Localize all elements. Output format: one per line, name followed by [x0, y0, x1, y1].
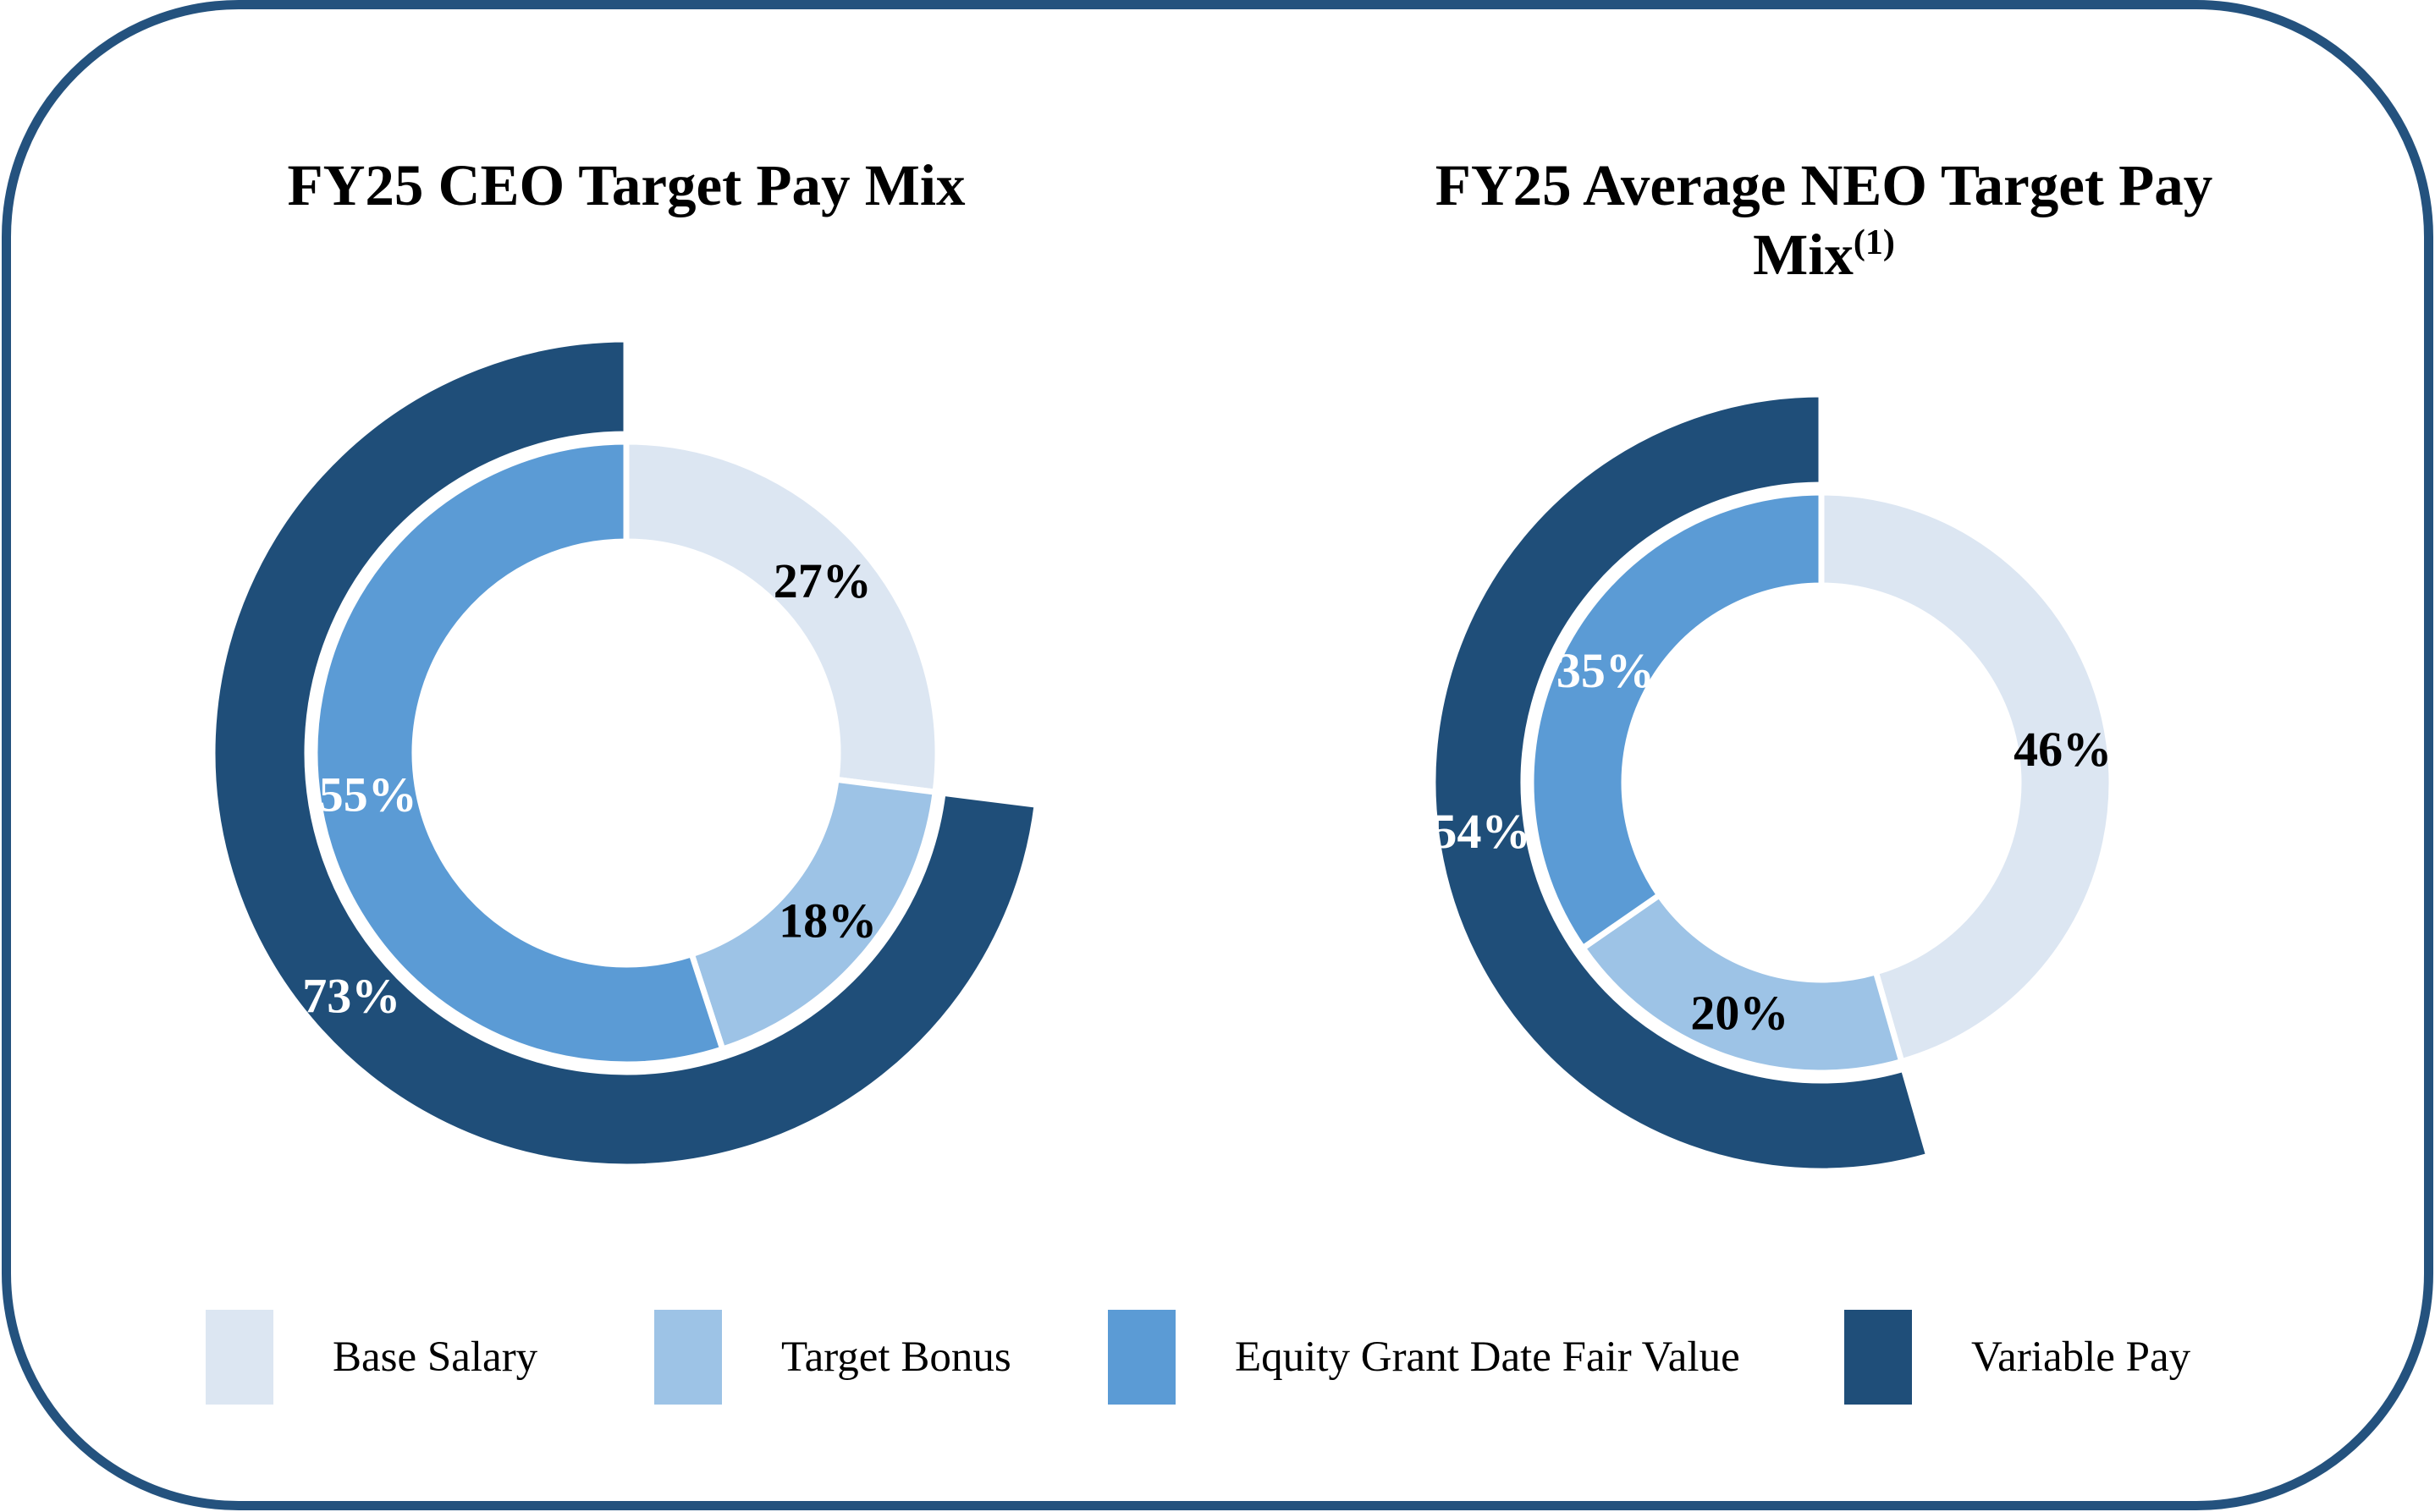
title-line-1: FY25 CEO Target Pay Mix — [287, 153, 966, 217]
legend-swatch-equity — [1108, 1310, 1176, 1405]
legend-swatch-target-bonus — [654, 1310, 722, 1405]
chart-title-ceo: FY25 CEO Target Pay Mix — [118, 151, 1134, 220]
donut-1-label-target-bonus: 20% — [1690, 986, 1788, 1041]
donut-0-label-target-bonus: 18% — [779, 893, 877, 948]
title-line-1: FY25 Average NEO Target Pay — [1435, 153, 2213, 217]
donut-0-label-equity-grant-date-fair-value: 55% — [319, 767, 417, 822]
chart-legend: Base Salary Target Bonus Equity Grant Da… — [0, 1310, 2435, 1411]
donut-0-label-base-salary: 27% — [774, 553, 872, 608]
donut-1-segment-target-bonus — [1578, 890, 1906, 1076]
legend-item-equity-grant-date-fair-value: Equity Grant Date Fair Value — [1108, 1310, 1740, 1405]
legend-label: Target Bonus — [781, 1333, 1011, 1381]
title-line-2: Mix(1) — [1753, 223, 1895, 287]
donut-1-label-base-salary: 46% — [2014, 722, 2112, 777]
donut-0-segment-variable-pay — [209, 336, 1041, 1170]
donut-0-segment-equity-grant-date-fair-value — [311, 438, 727, 1068]
donut-0-label-variable-pay: 73% — [302, 969, 400, 1024]
title-footnote-marker: (1) — [1853, 223, 1895, 262]
legend-swatch-variable-pay — [1844, 1310, 1912, 1405]
legend-label: Equity Grant Date Fair Value — [1235, 1333, 1740, 1381]
legend-label: Variable Pay — [1971, 1333, 2191, 1381]
donut-1-label-variable-pay: 54% — [1432, 804, 1530, 859]
legend-item-base-salary: Base Salary — [206, 1310, 537, 1405]
donut-0-segment-target-bonus — [687, 776, 939, 1053]
donut-1-segment-equity-grant-date-fair-value — [1528, 489, 1825, 953]
donut-0-segment-base-salary — [623, 438, 941, 796]
legend-swatch-base-salary — [206, 1310, 273, 1405]
donut-1-segment-base-salary — [1818, 489, 2115, 1065]
legend-label: Base Salary — [333, 1333, 538, 1381]
chart-title-neo: FY25 Average NEO Target Pay Mix(1) — [1380, 151, 2268, 289]
donut-1-segment-variable-pay — [1430, 391, 1933, 1174]
donut-1-label-equity-grant-date-fair-value: 35% — [1556, 643, 1655, 698]
legend-item-target-bonus: Target Bonus — [654, 1310, 1011, 1405]
legend-item-variable-pay: Variable Pay — [1844, 1310, 2190, 1405]
